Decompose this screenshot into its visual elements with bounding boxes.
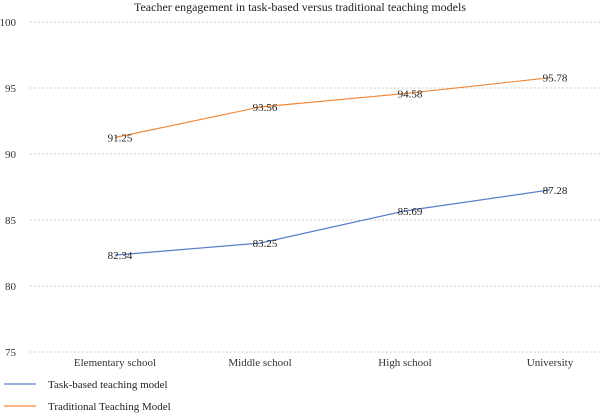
y-tick-label: 90 (5, 149, 17, 161)
data-label: 87.28 (543, 185, 568, 197)
x-category-label: Middle school (228, 357, 291, 369)
series-lines (114, 77, 551, 256)
series-line (114, 189, 551, 256)
x-category-label: University (527, 357, 574, 369)
data-label: 82.34 (108, 250, 133, 262)
chart-title: Teacher engagement in task-based versus … (134, 0, 466, 14)
data-label: 91.25 (108, 133, 133, 145)
y-axis-ticks: 75 80 85 90 95 100 (0, 17, 17, 359)
data-label: 95.78 (543, 73, 568, 85)
y-tick-label: 80 (5, 281, 17, 293)
grid (30, 21, 600, 353)
legend-label: Task-based teaching model (48, 379, 168, 391)
data-labels: 82.34 83.25 85.69 87.28 91.25 93.56 94.58 95.78 (108, 73, 568, 262)
x-category-label: High school (378, 357, 431, 369)
data-label: 94.58 (398, 89, 423, 101)
series-line (114, 77, 551, 139)
y-tick-label: 75 (5, 347, 17, 359)
x-category-label: Elementary school (74, 357, 156, 369)
legend: Task-based teaching model Traditional Tea… (4, 379, 171, 413)
legend-label: Traditional Teaching Model (48, 401, 171, 413)
data-label: 83.25 (253, 238, 278, 250)
y-tick-label: 100 (0, 17, 17, 29)
data-label: 85.69 (398, 206, 423, 218)
data-label: 93.56 (253, 102, 278, 114)
y-tick-label: 95 (5, 83, 17, 95)
y-tick-label: 85 (5, 215, 17, 227)
x-axis-categories: Elementary school Middle school High schoo… (74, 357, 574, 369)
